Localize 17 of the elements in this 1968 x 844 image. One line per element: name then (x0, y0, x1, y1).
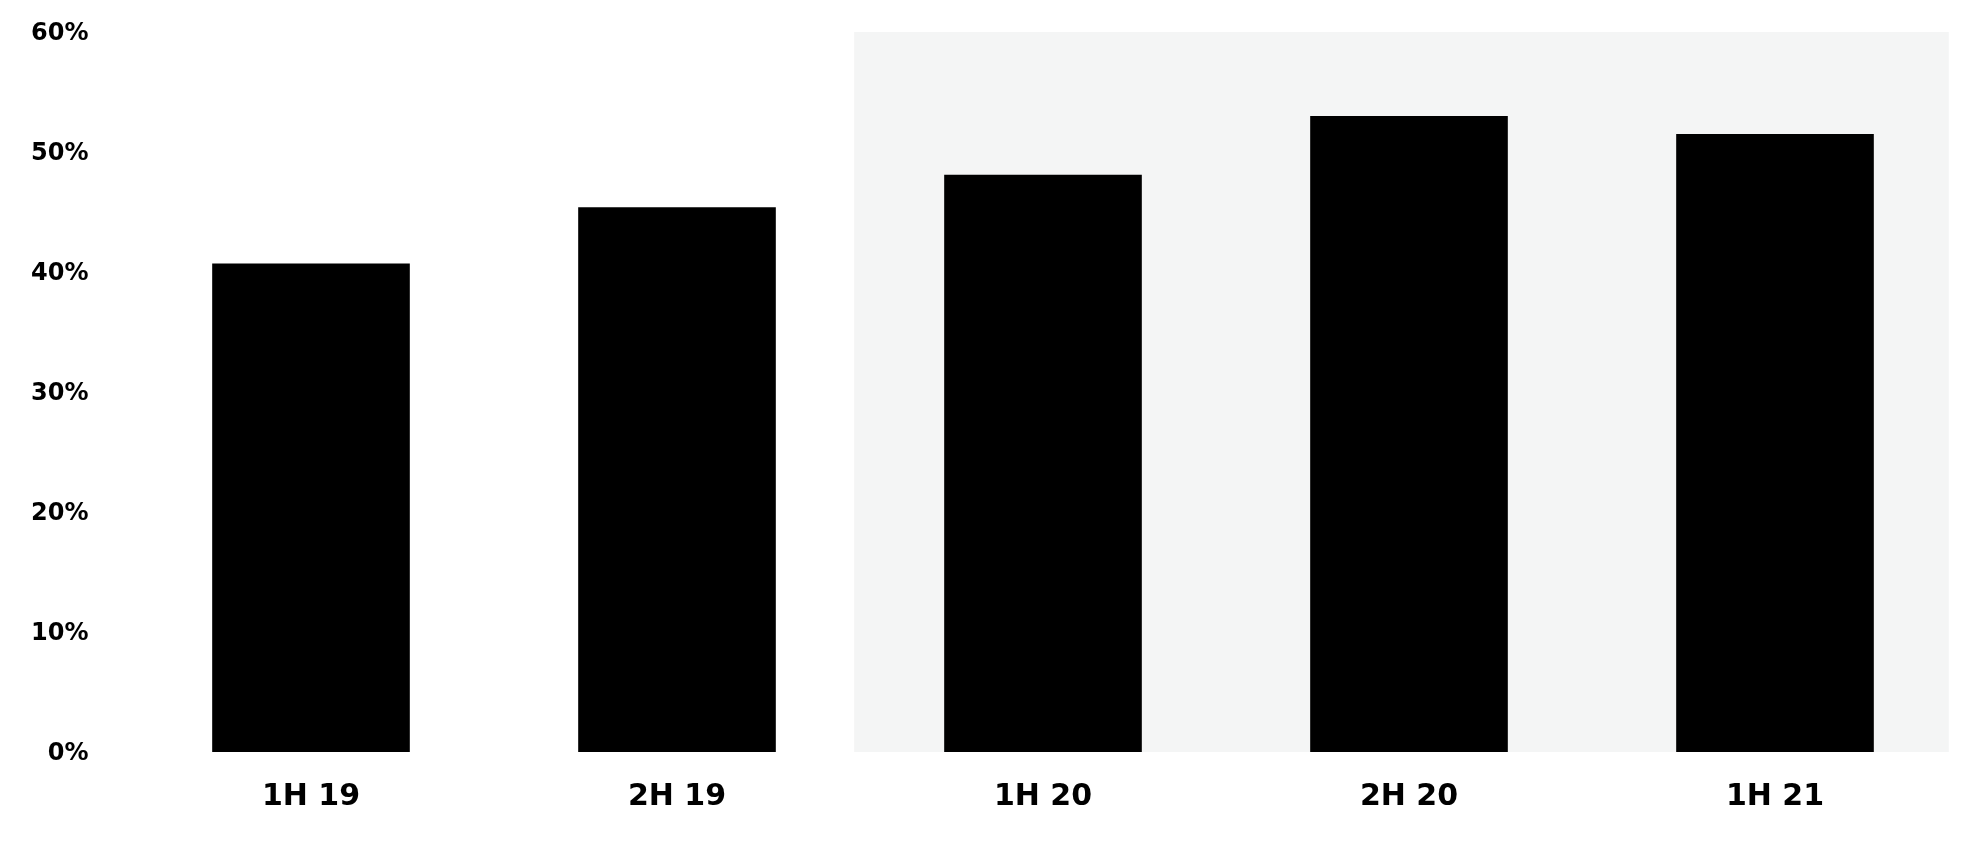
bar (578, 207, 776, 752)
y-tick-label: 60% (31, 17, 89, 46)
bar (944, 174, 1142, 752)
bar (212, 263, 410, 752)
y-tick-label: 20% (31, 497, 89, 526)
y-tick-label: 40% (31, 257, 89, 286)
y-tick-label: 0% (47, 737, 89, 766)
y-tick-label: 10% (31, 617, 89, 646)
x-tick-label: 1H 21 (1725, 776, 1825, 812)
y-tick-label: 50% (31, 137, 89, 166)
x-tick-label: 2H 20 (1359, 776, 1459, 812)
bar (1676, 134, 1874, 752)
bar (1310, 116, 1508, 752)
y-tick-label: 30% (31, 377, 89, 406)
x-tick-label: 1H 20 (993, 776, 1093, 812)
x-tick-label: 1H 19 (261, 776, 361, 812)
x-tick-label: 2H 19 (627, 776, 727, 812)
